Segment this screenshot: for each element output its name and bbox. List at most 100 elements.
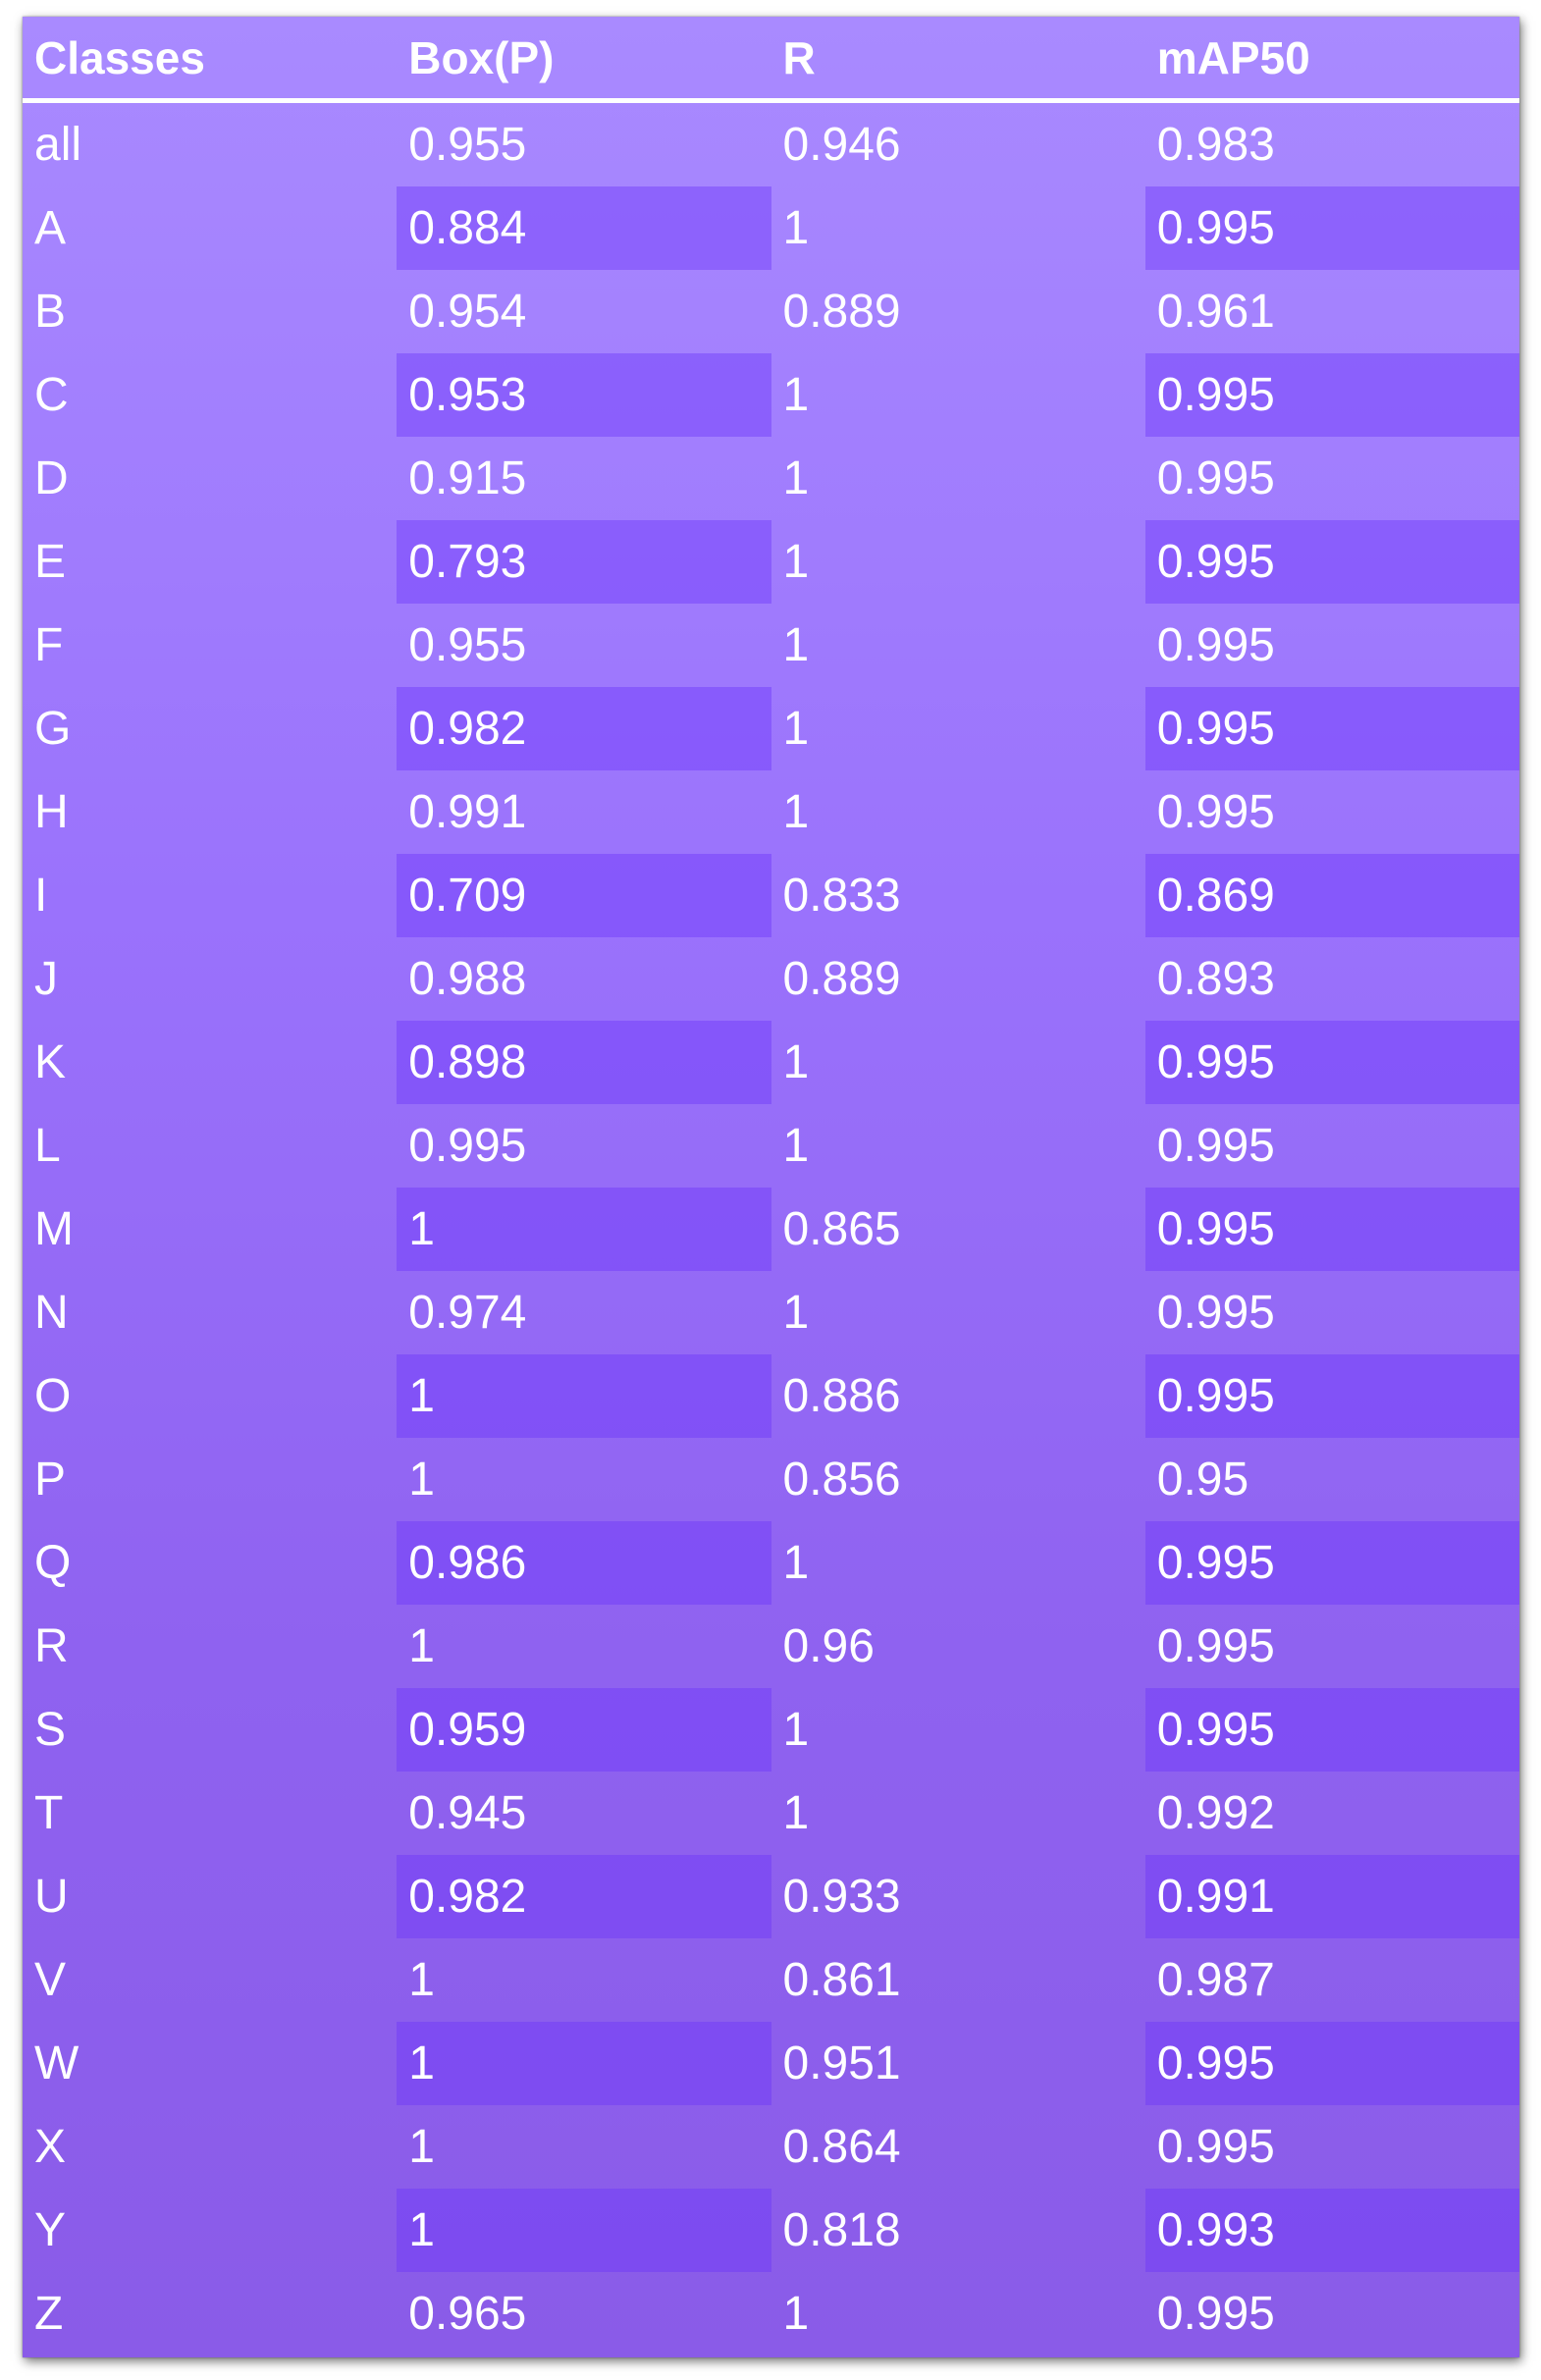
cell-box-precision: 1 [397,1354,771,1438]
cell-box-precision: 0.898 [397,1021,771,1104]
table-row: X 1 0.864 0.995 [23,2105,1519,2189]
cell-map50: 0.995 [1144,1021,1519,1104]
cell-recall: 1 [782,536,810,588]
table-row: Y 1 0.818 0.993 [23,2189,1519,2272]
cell-class: I [34,870,48,922]
cell-box-precision: 0.965 [408,2288,527,2340]
cell-class: T [34,1787,64,1839]
table-row: N 0.974 1 0.995 [23,1271,1519,1354]
cell-class: U [34,1871,69,1923]
cell-box-precision: 0.915 [408,452,527,504]
cell-box-precision: 0.945 [408,1787,527,1839]
cell-class: L [34,1120,61,1172]
cell-recall: 1 [782,1287,810,1339]
cell-box-precision: 1 [408,2121,435,2173]
cell-map50: 0.995 [1156,2288,1275,2340]
cell-class: Z [34,2288,64,2340]
cell-map50: 0.992 [1156,1787,1275,1839]
cell-class: M [34,1203,74,1255]
cell-map50: 0.995 [1144,2022,1519,2105]
cell-box-precision: 0.955 [408,119,527,171]
header-recall: R [770,17,1145,103]
cell-class: R [34,1620,69,1672]
cell-map50: 0.995 [1144,353,1519,437]
cell-map50: 0.995 [1156,786,1275,838]
cell-class: V [34,1954,67,2006]
cell-box-precision: 0.955 [408,619,527,671]
cell-class: E [34,536,67,588]
table-row: T 0.945 1 0.992 [23,1772,1519,1855]
cell-map50: 0.995 [1144,1521,1519,1605]
cell-recall: 0.96 [782,1620,875,1672]
cell-map50: 0.961 [1156,286,1275,338]
cell-map50: 0.995 [1156,452,1275,504]
cell-class: C [34,369,69,421]
cell-box-precision: 1 [397,2022,771,2105]
cell-map50: 0.995 [1144,1688,1519,1772]
cell-box-precision: 0.793 [397,520,771,604]
cell-class: F [34,619,64,671]
table-row: M 1 0.865 0.995 [23,1188,1519,1271]
cell-box-precision: 0.995 [408,1120,527,1172]
table-row: K 0.898 1 0.995 [23,1021,1519,1104]
cell-class: D [34,452,69,504]
cell-map50: 0.995 [1144,1354,1519,1438]
cell-recall: 1 [782,1120,810,1172]
metrics-table-card: Classes Box(P) R mAP50 all 0.955 0.946 0.98… [23,17,1519,2357]
cell-class: A [34,202,67,254]
cell-recall: 0.865 [782,1203,901,1255]
cell-recall: 0.861 [782,1954,901,2006]
cell-class: G [34,703,72,755]
table-row: J 0.988 0.889 0.893 [23,937,1519,1021]
cell-recall: 0.886 [782,1370,901,1422]
cell-map50: 0.995 [1144,186,1519,270]
cell-recall: 0.833 [782,870,901,922]
cell-class: X [34,2121,67,2173]
table-row: E 0.793 1 0.995 [23,520,1519,604]
table-row: H 0.991 1 0.995 [23,770,1519,854]
cell-class: N [34,1287,69,1339]
cell-box-precision: 1 [408,1620,435,1672]
table-row: Q 0.986 1 0.995 [23,1521,1519,1605]
cell-recall: 0.889 [782,286,901,338]
header-map50: mAP50 [1144,17,1519,103]
cell-map50: 0.991 [1144,1855,1519,1938]
cell-class: B [34,286,67,338]
cell-box-precision: 0.709 [397,854,771,937]
table-row: F 0.955 1 0.995 [23,604,1519,687]
cell-recall: 1 [782,1704,810,1756]
table-body: all 0.955 0.946 0.983 A 0.884 1 0.995 B 0.954 0.88… [23,101,1519,2356]
cell-class: all [34,119,82,171]
cell-recall: 0.889 [782,953,901,1005]
cell-map50: 0.987 [1156,1954,1275,2006]
cell-class: J [34,953,58,1005]
header-box-precision: Box(P) [397,17,771,103]
cell-class: Y [34,2204,67,2256]
cell-map50: 0.995 [1156,1620,1275,1672]
cell-map50: 0.995 [1144,520,1519,604]
table-row: W 1 0.951 0.995 [23,2022,1519,2105]
cell-class: Q [34,1537,72,1589]
cell-map50: 0.995 [1156,1287,1275,1339]
cell-map50: 0.995 [1156,2121,1275,2173]
cell-recall: 1 [782,2288,810,2340]
cell-recall: 1 [782,703,810,755]
cell-map50: 0.995 [1156,1120,1275,1172]
cell-recall: 0.946 [782,119,901,171]
cell-box-precision: 0.986 [397,1521,771,1605]
cell-recall: 0.951 [782,2037,901,2089]
cell-box-precision: 0.884 [397,186,771,270]
cell-box-precision: 0.953 [397,353,771,437]
cell-class: H [34,786,69,838]
header-classes: Classes [23,17,398,103]
table-row: U 0.982 0.933 0.991 [23,1855,1519,1938]
cell-recall: 0.864 [782,2121,901,2173]
table-row: L 0.995 1 0.995 [23,1104,1519,1188]
cell-box-precision: 0.982 [397,1855,771,1938]
cell-box-precision: 0.954 [408,286,527,338]
cell-map50: 0.995 [1144,1188,1519,1271]
metrics-table: Classes Box(P) R mAP50 all 0.955 0.946 0.98… [23,17,1519,2355]
table-row: V 1 0.861 0.987 [23,1938,1519,2022]
cell-box-precision: 1 [408,1954,435,2006]
cell-box-precision: 1 [397,2189,771,2272]
